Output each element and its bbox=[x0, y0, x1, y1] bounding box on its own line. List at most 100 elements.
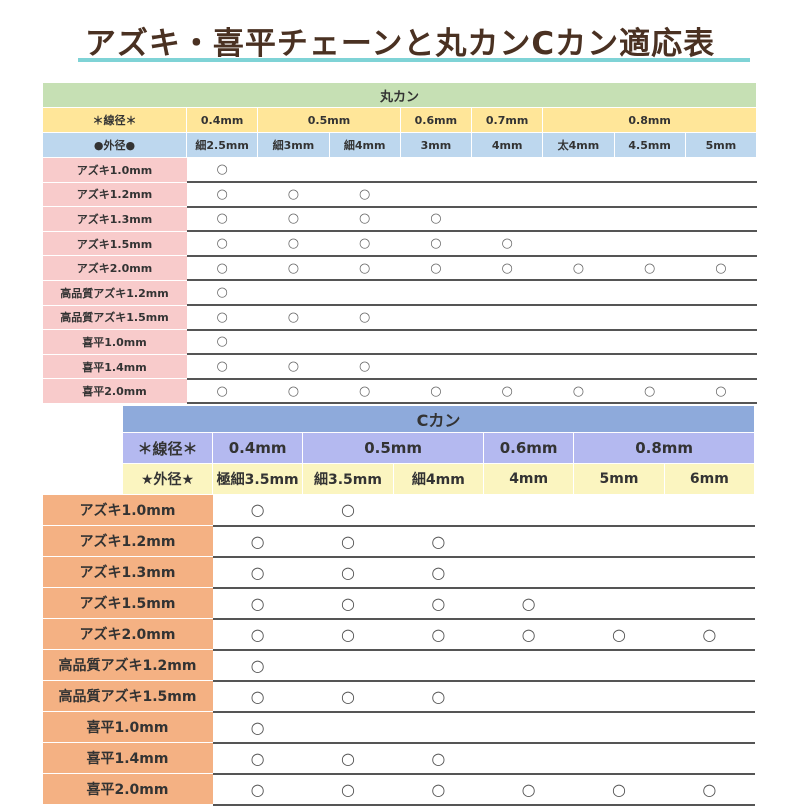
empty-cell bbox=[483, 494, 574, 527]
empty-cell bbox=[393, 649, 484, 682]
chain-label: 高品質アズキ1.5mm bbox=[42, 305, 187, 331]
fit-mark: ○ bbox=[302, 556, 394, 589]
empty-cell bbox=[329, 280, 401, 307]
empty-cell bbox=[542, 280, 614, 307]
fit-mark: ○ bbox=[393, 680, 484, 713]
table-title: Cカン bbox=[122, 405, 755, 433]
fit-mark: ○ bbox=[471, 378, 543, 405]
empty-cell bbox=[542, 329, 614, 356]
outer-diameter-cell: 5mm bbox=[573, 463, 665, 495]
empty-cell bbox=[471, 354, 543, 380]
empty-cell bbox=[664, 587, 755, 620]
fit-mark: ○ bbox=[186, 280, 258, 307]
empty-cell bbox=[542, 157, 614, 184]
empty-cell bbox=[573, 680, 665, 713]
table-row: アズキ1.0mm ○ bbox=[42, 157, 757, 184]
chain-label: 喜平1.0mm bbox=[42, 711, 213, 743]
fit-mark: ○ bbox=[257, 378, 329, 405]
fit-mark: ○ bbox=[393, 525, 484, 558]
outer-diameter-cell: 6mm bbox=[663, 463, 756, 495]
empty-cell bbox=[614, 231, 686, 257]
fit-mark: ○ bbox=[257, 255, 329, 282]
fit-mark: ○ bbox=[257, 182, 329, 208]
chain-label: 喜平1.4mm bbox=[42, 742, 213, 774]
page-title: アズキ・喜平チェーンと丸カンCカン適応表 bbox=[84, 26, 716, 62]
empty-cell bbox=[302, 711, 394, 744]
empty-cell bbox=[614, 182, 686, 208]
chain-label: アズキ1.2mm bbox=[42, 525, 213, 557]
empty-cell bbox=[542, 354, 614, 380]
table-row: 喜平2.0mm ○ ○ ○ ○ ○ ○ ○ ○ bbox=[42, 378, 757, 405]
empty-cell bbox=[614, 305, 686, 331]
wire-diameter-label: ＊線径＊ bbox=[122, 432, 213, 464]
fit-mark: ○ bbox=[393, 618, 484, 651]
empty-cell bbox=[573, 587, 665, 620]
empty-cell bbox=[400, 354, 472, 380]
wire-diameter-cell: 0.6mm bbox=[482, 432, 575, 464]
empty-cell bbox=[400, 182, 472, 208]
empty-cell bbox=[393, 711, 484, 744]
outer-diameter-cell: 細4mm bbox=[392, 463, 484, 495]
fit-mark: ○ bbox=[329, 182, 401, 208]
chain-label: アズキ2.0mm bbox=[42, 255, 187, 281]
fit-mark: ○ bbox=[302, 742, 394, 775]
fit-mark: ○ bbox=[400, 206, 472, 233]
wire-diameter-cell: 0.8mm bbox=[542, 107, 757, 133]
empty-cell bbox=[573, 649, 665, 682]
fit-mark: ○ bbox=[257, 231, 329, 257]
outer-diameter-cell: 極細3.5mm bbox=[211, 463, 304, 495]
empty-cell bbox=[664, 494, 755, 527]
fit-mark: ○ bbox=[614, 255, 686, 282]
empty-cell bbox=[400, 305, 472, 331]
outer-diameter-label: ●外径● bbox=[42, 132, 187, 158]
empty-cell bbox=[573, 556, 665, 589]
fit-mark: ○ bbox=[302, 525, 394, 558]
fit-mark: ○ bbox=[542, 378, 614, 405]
empty-cell bbox=[573, 711, 665, 744]
fit-mark: ○ bbox=[400, 255, 472, 282]
table-title-row: Cカン bbox=[42, 405, 755, 433]
chain-label: 喜平1.4mm bbox=[42, 354, 187, 380]
empty-cell bbox=[664, 742, 755, 775]
table-row: 喜平1.0mm ○ bbox=[42, 711, 755, 744]
chain-label: 高品質アズキ1.2mm bbox=[42, 649, 213, 681]
fit-mark: ○ bbox=[257, 206, 329, 233]
fit-mark: ○ bbox=[542, 255, 614, 282]
table-row: 高品質アズキ1.2mm ○ bbox=[42, 649, 755, 682]
empty-cell bbox=[329, 157, 401, 184]
empty-cell bbox=[573, 742, 665, 775]
chain-label: アズキ1.3mm bbox=[42, 206, 187, 232]
fit-mark: ○ bbox=[212, 742, 303, 775]
fit-mark: ○ bbox=[212, 494, 303, 527]
empty-cell bbox=[471, 157, 543, 184]
table-row: 高品質アズキ1.2mm ○ bbox=[42, 280, 757, 307]
fit-mark: ○ bbox=[186, 231, 258, 257]
chain-label: アズキ1.3mm bbox=[42, 556, 213, 588]
fit-mark: ○ bbox=[329, 305, 401, 331]
chain-label: 高品質アズキ1.2mm bbox=[42, 280, 187, 306]
table-row: 高品質アズキ1.5mm ○ ○ ○ bbox=[42, 680, 755, 713]
outer-diameter-cell: 4mm bbox=[482, 463, 575, 495]
fit-mark: ○ bbox=[212, 618, 303, 651]
fit-mark: ○ bbox=[685, 255, 757, 282]
table-row: アズキ1.2mm ○ ○ ○ bbox=[42, 182, 757, 208]
empty-cell bbox=[483, 742, 574, 775]
fit-mark: ○ bbox=[573, 618, 665, 651]
fit-mark: ○ bbox=[186, 329, 258, 356]
wire-diameter-cell: 0.6mm bbox=[399, 107, 473, 133]
fit-mark: ○ bbox=[400, 378, 472, 405]
empty-cell bbox=[483, 680, 574, 713]
table-row: 喜平1.4mm ○ ○ ○ bbox=[42, 742, 755, 775]
empty-cell bbox=[573, 525, 665, 558]
table-title-row: 丸カン bbox=[42, 82, 757, 108]
chain-label: アズキ1.5mm bbox=[42, 587, 213, 619]
fit-mark: ○ bbox=[483, 587, 574, 620]
table-row: アズキ1.3mm ○ ○ ○ bbox=[42, 556, 755, 589]
empty-cell bbox=[483, 525, 574, 558]
wire-diameter-cell: 0.8mm bbox=[573, 432, 755, 464]
fit-mark: ○ bbox=[186, 354, 258, 380]
table-row: 高品質アズキ1.5mm ○ ○ ○ bbox=[42, 305, 757, 331]
empty-cell bbox=[483, 556, 574, 589]
fit-mark: ○ bbox=[186, 378, 258, 405]
wire-diameter-row: ＊線径＊ 0.4mm 0.5mm 0.6mm 0.8mm bbox=[42, 432, 755, 464]
